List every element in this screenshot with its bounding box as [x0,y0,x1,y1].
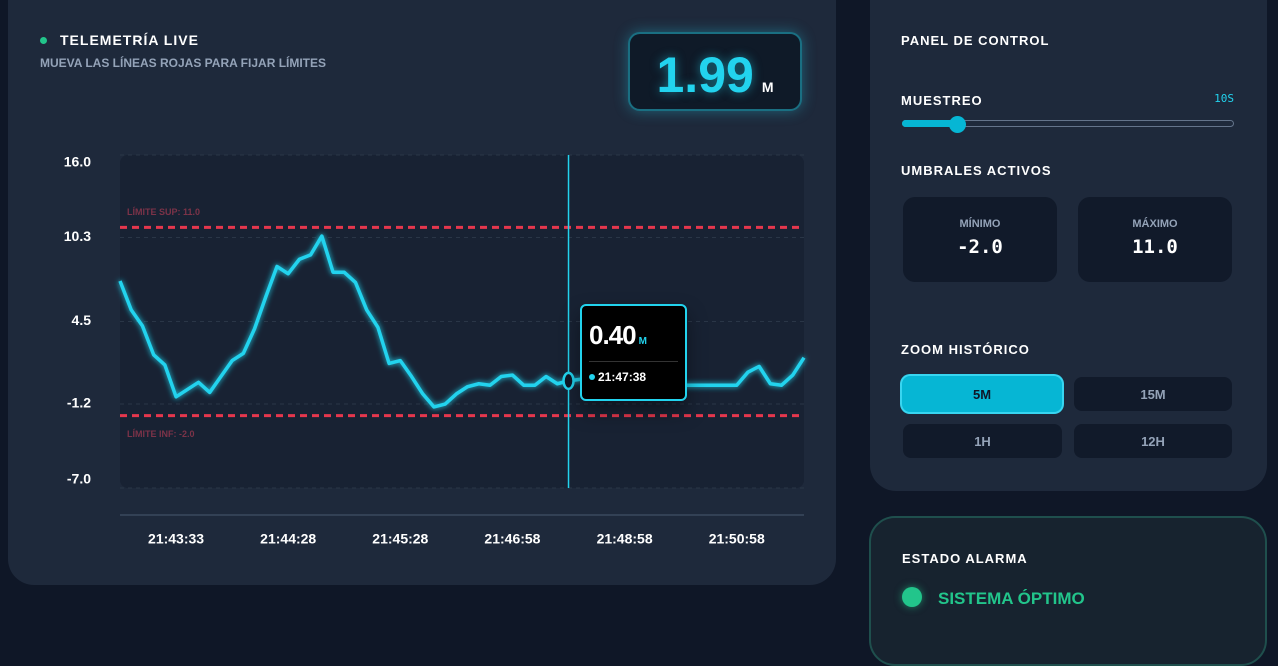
y-tick-label: 10.3 [64,228,91,244]
y-tick-label: -1.2 [67,395,91,411]
y-tick-label: 4.5 [72,312,92,328]
chart: 16.0 10.3 4.5 -1.2 -7.0 LÍMITE SUP: 11.0 LÍMIT… [64,154,806,547]
x-tick-label: 21:43:33 [148,531,204,547]
x-tick-label: 21:45:28 [372,531,428,547]
page: TELEMETRÍA LIVE MUEVA LAS LÍNEAS ROJAS P… [8,0,1267,666]
slider-fill [902,120,958,127]
zoom-title: ZOOM HISTÓRICO [901,342,1030,357]
tooltip-value: 0.40 [589,320,637,350]
min-value: -2.0 [957,236,1003,258]
tooltip: 0.40 M 21:47:38 [580,304,687,401]
limit-label: LÍMITE INF: -2.0 [127,429,195,439]
x-tick-label: 21:46:58 [484,531,540,547]
max-value: 11.0 [1132,236,1178,258]
x-tick-label: 21:50:58 [709,531,765,547]
sampling-value: 10S [1214,92,1234,105]
alarm-title: ESTADO ALARMA [902,551,1028,566]
thresholds-title: UMBRALES ACTIVOS [901,163,1052,178]
max-label: MÁXIMO [1132,218,1178,230]
alarm-status: SISTEMA ÓPTIMO [938,589,1085,608]
tooltip-unit: M [638,336,647,347]
min-box: MÍNIMO -2.0 [903,197,1057,282]
cursor-point [562,371,575,391]
plot-area [120,155,804,488]
x-tick-label: 21:44:28 [260,531,316,547]
subtitle: MUEVA LAS LÍNEAS ROJAS PARA FIJAR LÍMITE… [40,56,327,70]
zoom-button[interactable]: 1H [903,424,1062,458]
slider-thumb[interactable] [949,116,966,133]
title: TELEMETRÍA LIVE [60,32,199,48]
current-value: 1.99 [656,47,754,103]
limit-label: LÍMITE SUP: 11.0 [127,207,200,217]
current-value-box: 1.99 M [628,32,802,111]
current-unit: M [761,79,774,95]
min-label: MÍNIMO [959,218,1001,230]
panel-title: PANEL DE CONTROL [901,33,1050,48]
data-line [118,234,806,409]
sampling-label: MUESTREO [901,93,983,108]
y-tick-label: -7.0 [67,471,91,487]
zoom-button[interactable]: 5M [902,376,1062,412]
x-tick-label: 21:48:58 [597,531,653,547]
zoom-button[interactable]: 12H [1074,424,1232,458]
max-box: MÁXIMO 11.0 [1078,197,1232,282]
y-tick-label: 16.0 [64,154,91,170]
tooltip-time: 21:47:38 [598,370,647,384]
zoom-button[interactable]: 15M [1074,377,1232,411]
live-dot [40,37,47,44]
status-dot [902,587,922,607]
